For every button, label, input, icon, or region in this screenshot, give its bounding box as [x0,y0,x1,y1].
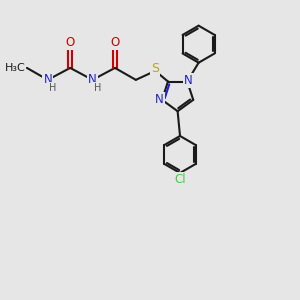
Text: N: N [44,74,52,86]
Text: H₃C: H₃C [4,63,26,73]
Text: O: O [110,36,120,49]
Text: S: S [151,62,159,75]
Text: O: O [65,36,75,49]
Text: H: H [94,83,102,93]
Text: N: N [155,93,164,106]
Text: Cl: Cl [174,173,186,186]
Text: H: H [50,83,57,93]
Text: N: N [88,74,97,86]
Text: N: N [184,74,193,87]
